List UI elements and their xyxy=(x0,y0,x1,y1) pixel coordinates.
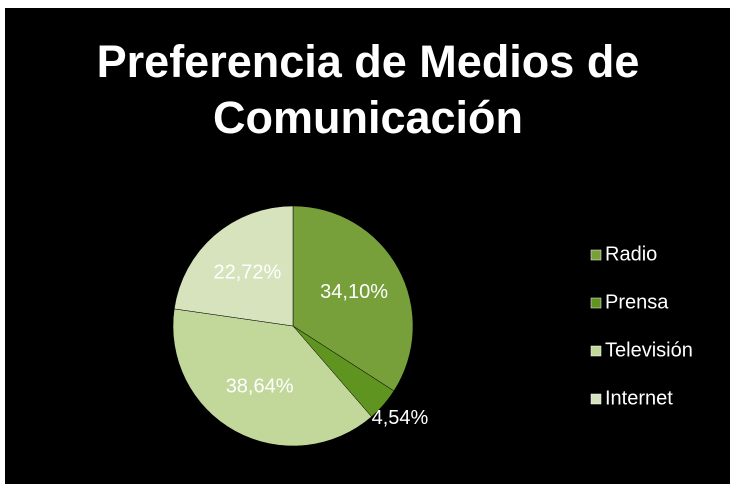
data-label: 22,72% xyxy=(214,262,282,284)
pie-slice xyxy=(292,205,414,392)
legend-swatch xyxy=(590,249,602,261)
legend-label: Internet xyxy=(605,387,673,409)
pie-slice xyxy=(173,205,294,327)
legend-label: Prensa xyxy=(605,291,669,313)
legend-label: Radio xyxy=(605,243,657,265)
data-label: 4,54% xyxy=(372,407,429,429)
data-label: 34,10% xyxy=(320,281,388,303)
legend-swatch xyxy=(590,345,602,357)
legend-swatch xyxy=(590,393,602,405)
legend-swatch xyxy=(590,297,602,309)
pie-slice xyxy=(172,308,372,447)
legend-label: Televisión xyxy=(605,339,693,361)
data-label: 38,64% xyxy=(226,375,294,397)
chart-title: Preferencia de Medios de Comunicación xyxy=(96,36,640,143)
